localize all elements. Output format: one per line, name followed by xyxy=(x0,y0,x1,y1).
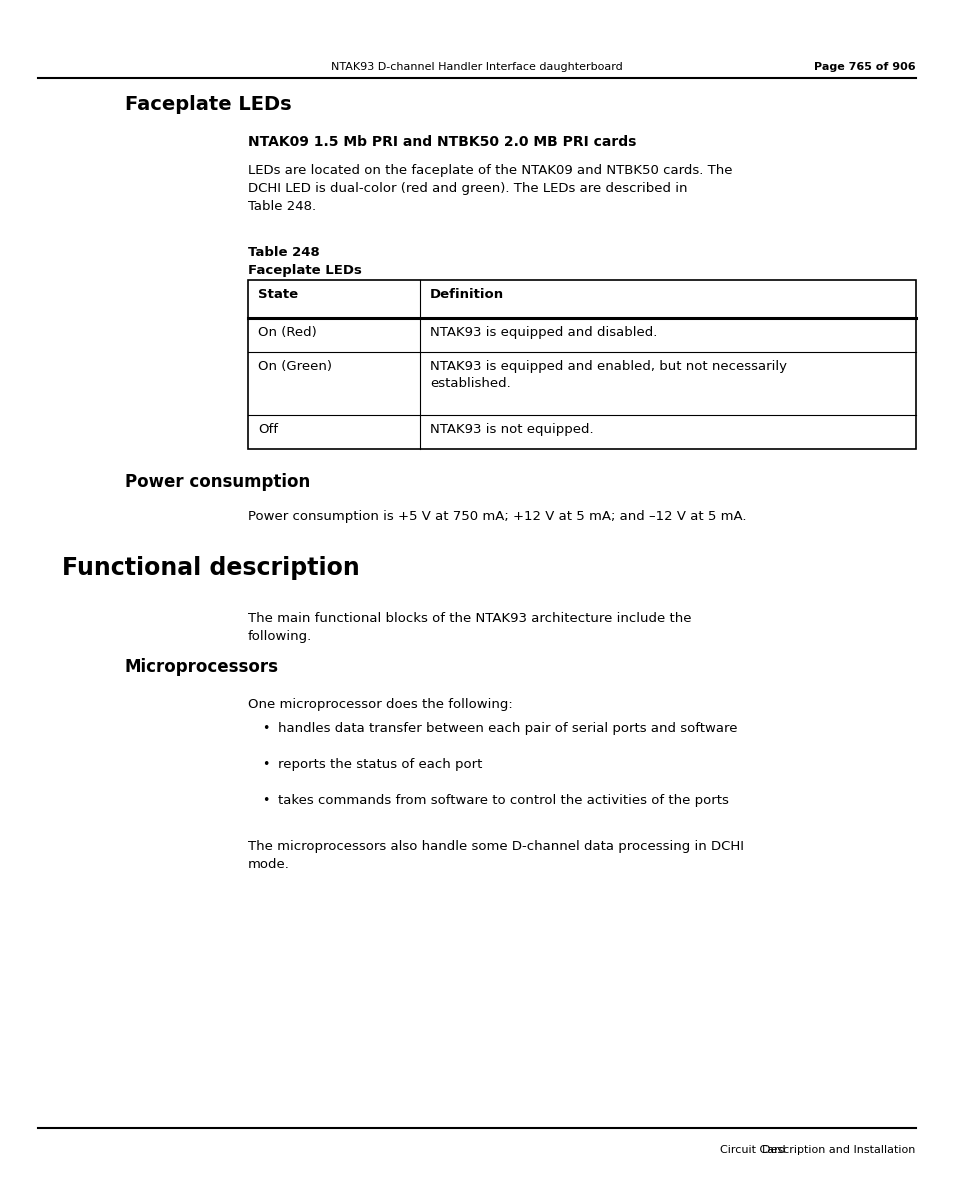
Text: The main functional blocks of the NTAK93 architecture include the: The main functional blocks of the NTAK93… xyxy=(248,612,691,625)
Text: NTAK09 1.5 Mb PRI and NTBK50 2.0 MB PRI cards: NTAK09 1.5 Mb PRI and NTBK50 2.0 MB PRI … xyxy=(248,135,636,149)
Text: Faceplate LEDs: Faceplate LEDs xyxy=(248,264,361,276)
Text: Power consumption: Power consumption xyxy=(125,474,310,490)
Text: Circuit Card: Circuit Card xyxy=(720,1146,785,1155)
Text: established.: established. xyxy=(430,377,510,389)
Text: Page 765 of 906: Page 765 of 906 xyxy=(813,63,915,72)
Text: NTAK93 is not equipped.: NTAK93 is not equipped. xyxy=(430,423,593,436)
Text: On (Red): On (Red) xyxy=(257,326,316,339)
Text: DCHI LED is dual-color (red and green). The LEDs are described in: DCHI LED is dual-color (red and green). … xyxy=(248,182,687,195)
Text: Off: Off xyxy=(257,423,277,436)
Text: handles data transfer between each pair of serial ports and software: handles data transfer between each pair … xyxy=(277,722,737,734)
Text: Faceplate LEDs: Faceplate LEDs xyxy=(125,95,292,114)
Text: The microprocessors also handle some D-channel data processing in DCHI: The microprocessors also handle some D-c… xyxy=(248,840,743,853)
Text: •: • xyxy=(262,758,269,770)
Text: State: State xyxy=(257,288,297,300)
Text: Microprocessors: Microprocessors xyxy=(125,657,278,676)
Text: Table 248: Table 248 xyxy=(248,246,319,258)
Text: NTAK93 is equipped and enabled, but not necessarily: NTAK93 is equipped and enabled, but not … xyxy=(430,361,786,373)
Text: •: • xyxy=(262,795,269,807)
Text: following.: following. xyxy=(248,630,312,643)
Text: •: • xyxy=(262,722,269,734)
Text: NTAK93 is equipped and disabled.: NTAK93 is equipped and disabled. xyxy=(430,326,657,339)
Text: mode.: mode. xyxy=(248,858,290,871)
Text: Table 248.: Table 248. xyxy=(248,200,315,213)
Text: LEDs are located on the faceplate of the NTAK09 and NTBK50 cards. The: LEDs are located on the faceplate of the… xyxy=(248,163,732,177)
Text: Description and Installation: Description and Installation xyxy=(761,1146,915,1155)
Text: NTAK93 D-channel Handler Interface daughterboard: NTAK93 D-channel Handler Interface daugh… xyxy=(331,63,622,72)
Text: Power consumption is +5 V at 750 mA; +12 V at 5 mA; and –12 V at 5 mA.: Power consumption is +5 V at 750 mA; +12… xyxy=(248,510,745,523)
Text: Functional description: Functional description xyxy=(62,557,359,581)
Text: reports the status of each port: reports the status of each port xyxy=(277,758,482,770)
Text: One microprocessor does the following:: One microprocessor does the following: xyxy=(248,698,512,712)
Text: takes commands from software to control the activities of the ports: takes commands from software to control … xyxy=(277,795,728,807)
Text: Definition: Definition xyxy=(430,288,503,300)
Bar xyxy=(248,280,915,450)
Text: On (Green): On (Green) xyxy=(257,361,332,373)
